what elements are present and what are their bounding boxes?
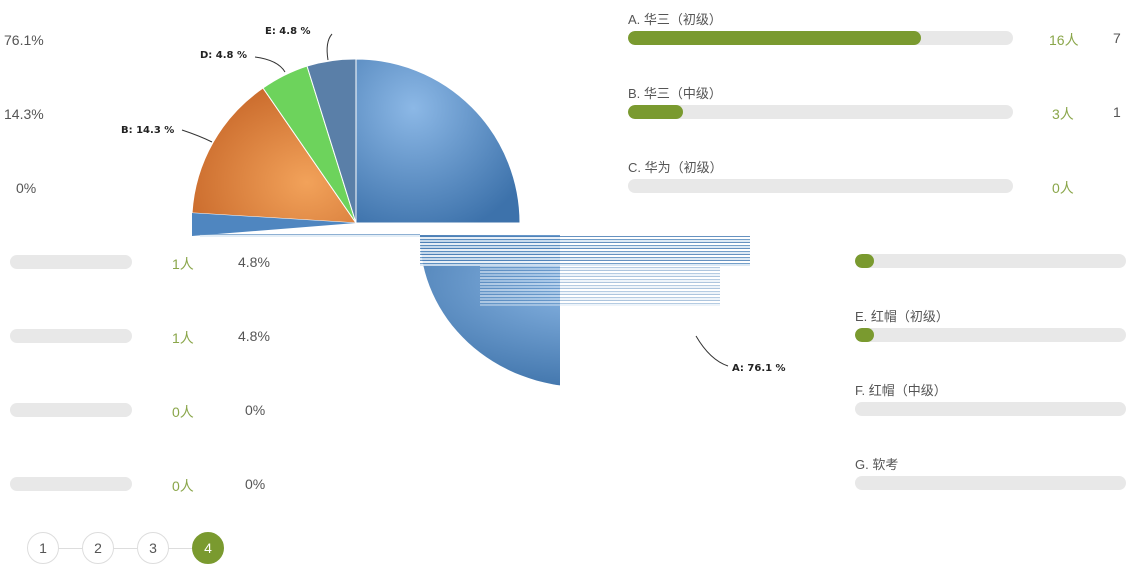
pie-leader-b bbox=[181, 129, 213, 143]
left-pct-b: 14.3% bbox=[4, 106, 44, 122]
option-label: G. 软考 bbox=[855, 457, 899, 472]
option-progress-track bbox=[628, 31, 1013, 45]
pie-leader-d bbox=[254, 56, 286, 73]
pie-lower-half bbox=[420, 235, 560, 386]
option-label: F. 红帽（中级） bbox=[855, 383, 947, 398]
left-progress-track bbox=[10, 255, 132, 269]
option-progress-fill bbox=[628, 105, 683, 119]
pie-label-e: E: 4.8 % bbox=[265, 26, 311, 37]
page-button-3[interactable]: 3 bbox=[137, 532, 169, 564]
left-pct: 4.8% bbox=[238, 254, 270, 270]
pie-label-a-group: A: 76.1 % bbox=[695, 335, 786, 374]
pie-slice-a[interactable] bbox=[355, 58, 521, 224]
option-progress-track bbox=[855, 476, 1126, 490]
option-count: 16人 bbox=[1049, 32, 1079, 48]
option-progress-track bbox=[628, 179, 1013, 193]
option-count: 3人 bbox=[1052, 106, 1074, 122]
left-progress-track bbox=[10, 477, 132, 491]
render-artifact bbox=[480, 266, 720, 306]
option-progress-track bbox=[855, 254, 1126, 268]
option-label: A. 华三（初级） bbox=[628, 12, 722, 27]
render-artifact bbox=[420, 236, 750, 266]
option-progress-track bbox=[855, 328, 1126, 342]
option-progress-track bbox=[855, 402, 1126, 416]
pie-label-d: D: 4.8 % bbox=[200, 50, 247, 61]
left-count: 0人 bbox=[172, 478, 194, 494]
pager-connector bbox=[168, 548, 192, 549]
pie-slice-e[interactable] bbox=[306, 58, 357, 224]
option-progress-fill bbox=[628, 31, 921, 45]
option-pct-clipped: 7 bbox=[1113, 30, 1121, 46]
pie-slice-a-edge bbox=[192, 213, 356, 236]
option-progress-track bbox=[628, 105, 1013, 119]
left-progress-track bbox=[10, 403, 132, 417]
left-pct-c: 0% bbox=[16, 180, 37, 196]
left-pct: 0% bbox=[245, 476, 266, 492]
page-button-1[interactable]: 1 bbox=[27, 532, 59, 564]
left-count: 1人 bbox=[172, 256, 194, 272]
render-artifact bbox=[200, 234, 420, 237]
option-label: C. 华为（初级） bbox=[628, 160, 723, 175]
pie-leader-a bbox=[695, 335, 729, 367]
pie-label-a: A: 76.1 % bbox=[732, 363, 786, 374]
pie-chart: E: 4.8 % D: 4.8 % B: 14.3 % bbox=[121, 26, 560, 386]
option-label: E. 红帽（初级） bbox=[855, 309, 949, 324]
option-progress-fill bbox=[855, 328, 874, 342]
left-pct-a: 76.1% bbox=[4, 32, 44, 48]
pie-label-b: B: 14.3 % bbox=[121, 125, 174, 136]
left-progress-track bbox=[10, 329, 132, 343]
pie-leader-e bbox=[326, 33, 333, 61]
left-count: 0人 bbox=[172, 404, 194, 420]
left-pct: 4.8% bbox=[238, 328, 270, 344]
page-button-2[interactable]: 2 bbox=[82, 532, 114, 564]
pie-slice-b[interactable] bbox=[191, 87, 357, 224]
option-count: 0人 bbox=[1052, 180, 1074, 196]
page-button-4[interactable]: 4 bbox=[192, 532, 224, 564]
pager-connector bbox=[58, 548, 82, 549]
option-label: B. 华三（中级） bbox=[628, 86, 722, 101]
left-count: 1人 bbox=[172, 330, 194, 346]
pager-connector bbox=[113, 548, 137, 549]
option-pct-clipped: 1 bbox=[1113, 104, 1121, 120]
option-progress-fill bbox=[855, 254, 874, 268]
left-pct: 0% bbox=[245, 402, 266, 418]
